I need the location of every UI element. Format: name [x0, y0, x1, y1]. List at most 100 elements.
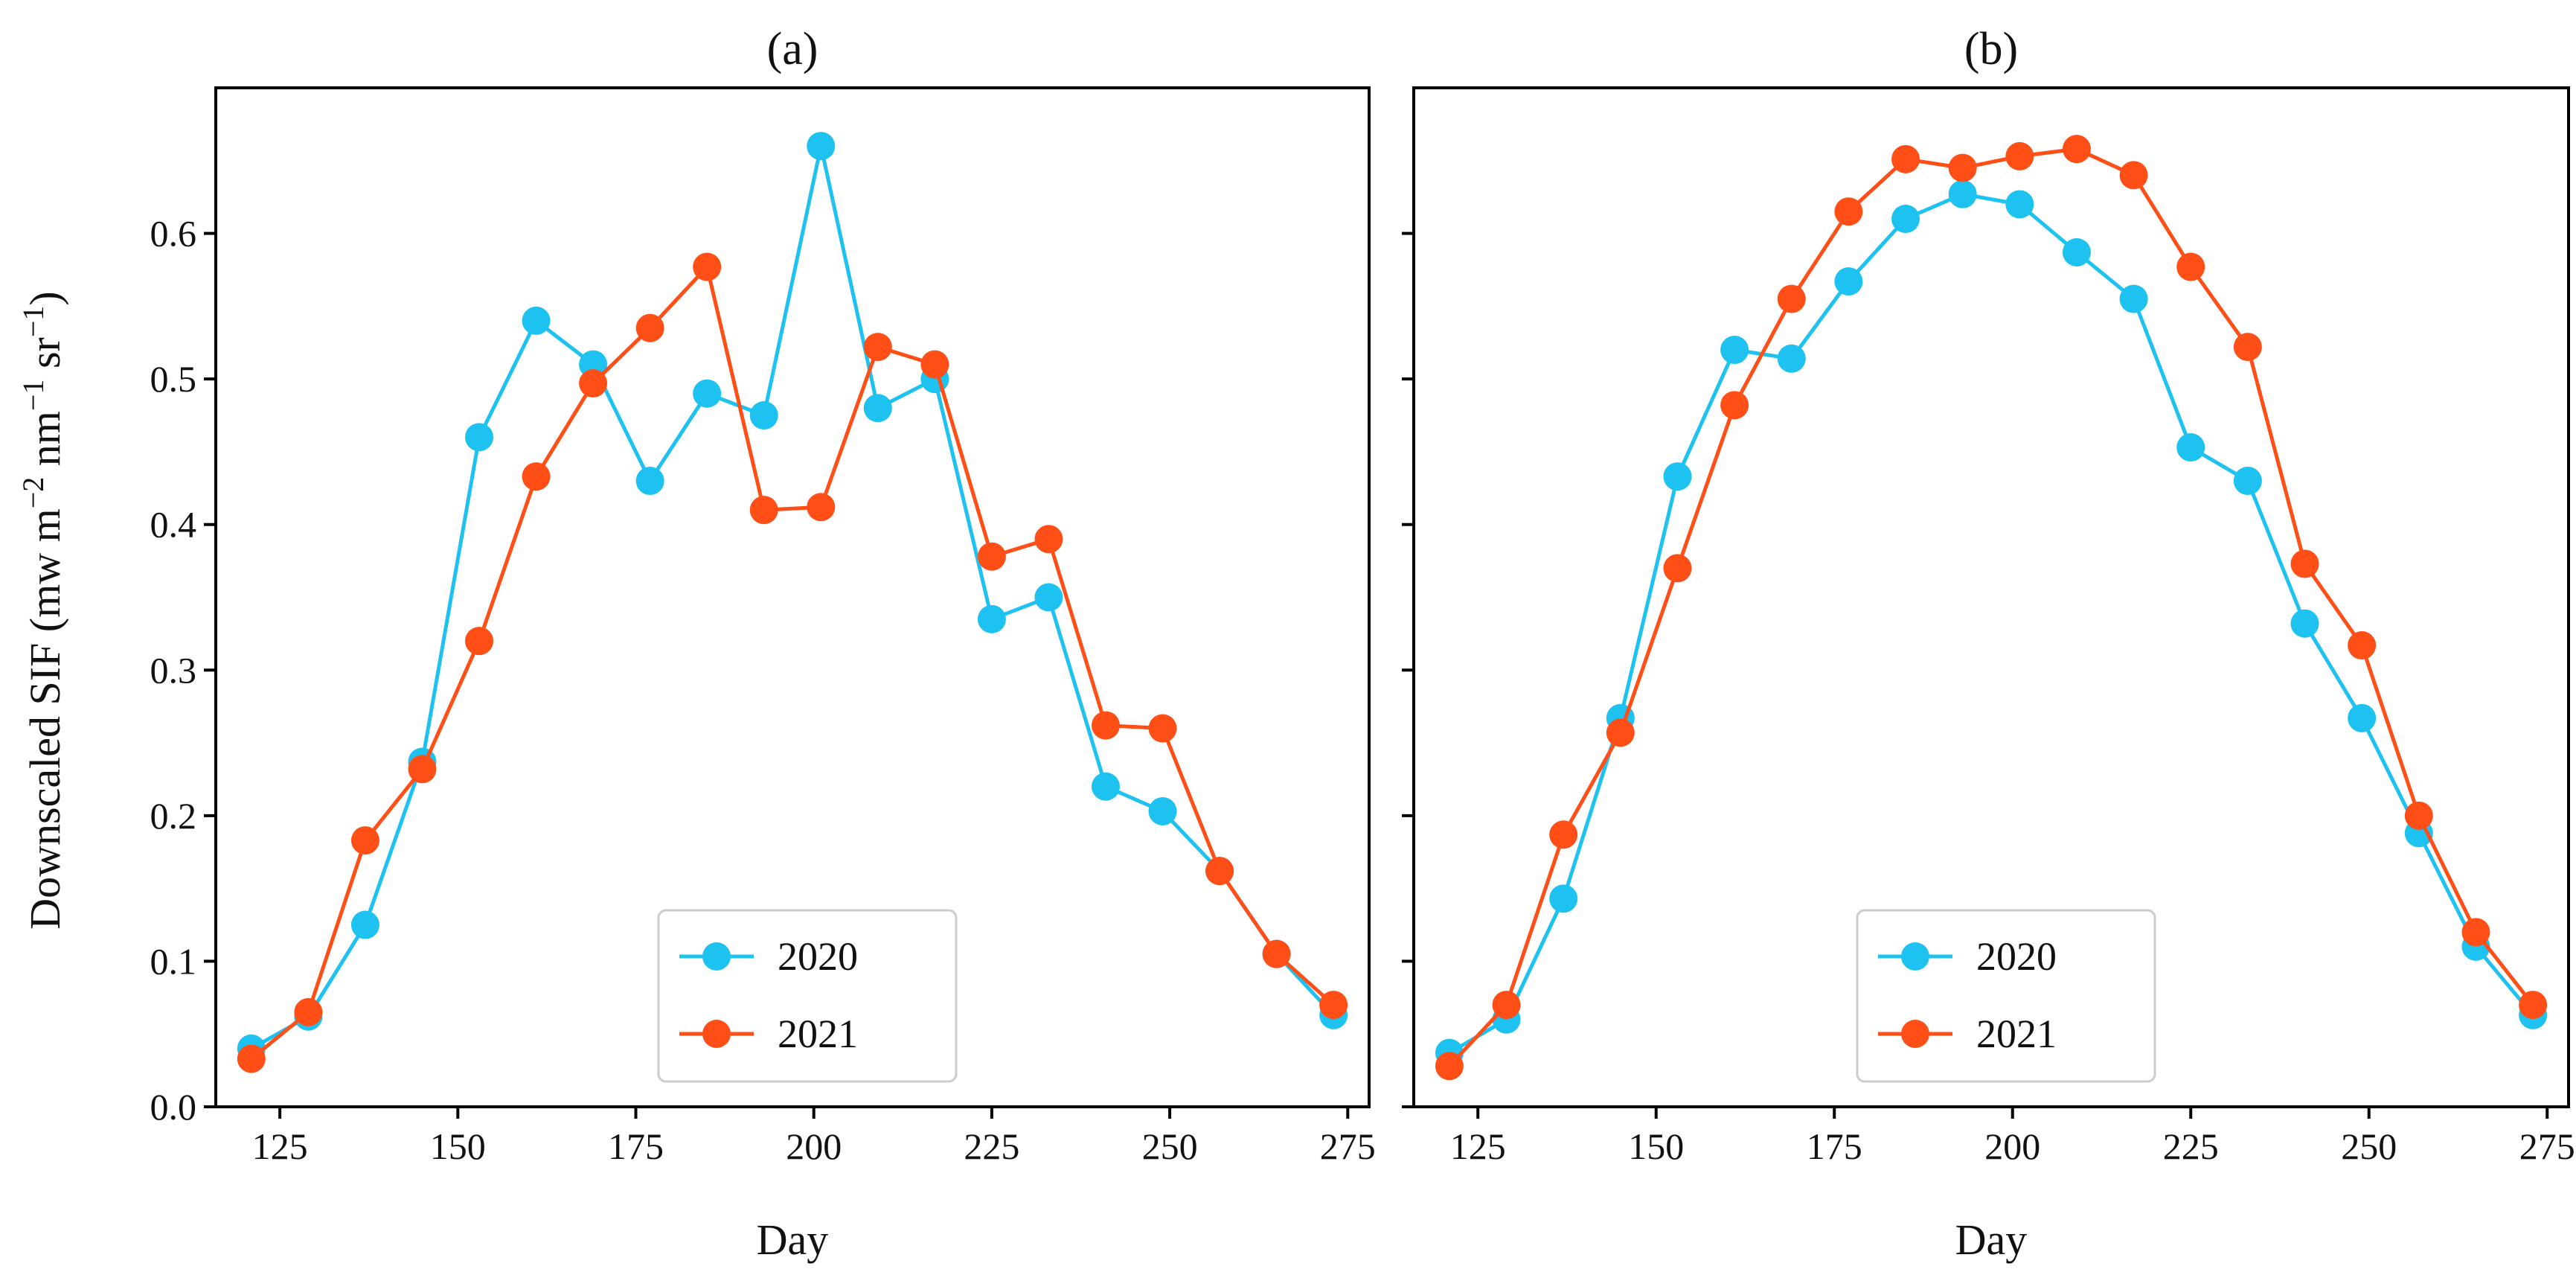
data-point-2020: [1663, 462, 1692, 491]
data-point-2021: [1720, 391, 1749, 420]
data-point-2021: [920, 350, 949, 379]
data-point-2021: [693, 252, 722, 281]
x-axis-label: Day: [1955, 1215, 2028, 1264]
legend-label-2021: 2021: [1976, 1012, 2057, 1056]
data-point-2021: [2119, 161, 2148, 190]
data-point-2020: [693, 379, 722, 408]
data-point-2021: [1549, 820, 1578, 849]
data-point-2021: [1606, 718, 1635, 747]
y-tick-label: 0.5: [150, 358, 197, 400]
y-tick-label: 0.4: [150, 504, 197, 546]
legend: [1856, 909, 2156, 1083]
data-point-2021: [2290, 549, 2319, 578]
y-tick-label: 0.1: [150, 940, 197, 982]
data-point-2020: [2290, 609, 2319, 638]
data-point-2021: [522, 462, 551, 491]
x-tick-label: 250: [2341, 1125, 2397, 1167]
data-point-2021: [350, 826, 379, 855]
x-axis-label: Day: [757, 1215, 829, 1264]
plot-frame: [1412, 86, 2570, 1108]
y-tick-label: 0.2: [150, 795, 197, 837]
data-point-2020: [1720, 336, 1749, 365]
panel-title: (b): [1964, 24, 2018, 74]
data-point-2021: [807, 493, 836, 522]
legend-label-2020: 2020: [1976, 934, 2057, 979]
data-point-2021: [1777, 284, 1806, 313]
data-point-2020: [749, 401, 778, 430]
data-point-2020: [522, 306, 551, 335]
y-tick-label: 0.3: [150, 649, 197, 691]
panel-title: (a): [767, 24, 818, 74]
plot-frame: [214, 86, 1371, 1108]
x-tick-label: 275: [1320, 1125, 1376, 1167]
data-point-2020: [2062, 237, 2091, 266]
data-point-2020: [2119, 284, 2148, 313]
chart-panel-b: (b) 125 150 175 200 225 250 275 Day 2020 2021: [1402, 24, 2575, 1264]
data-point-2020: [977, 604, 1006, 633]
data-point-2021: [1834, 197, 1863, 226]
data-point-2021: [1319, 991, 1348, 1020]
legend-marker-2021: [702, 1020, 731, 1048]
data-point-2020: [1549, 884, 1578, 913]
chart-panel-a: (a) 125 150 175 200 225 250 275 0.0 0.1 0.2 0.3 0.4 0…: [150, 24, 1376, 1264]
series-line-2020: [1448, 192, 2535, 1055]
data-point-2020: [1777, 344, 1806, 373]
x-tick-label: 175: [608, 1125, 664, 1167]
data-point-2021: [2404, 801, 2433, 830]
data-point-2021: [237, 1044, 266, 1073]
data-point-2021: [579, 369, 608, 398]
data-point-2020: [1891, 205, 1920, 234]
x-tick-label: 175: [1807, 1125, 1862, 1167]
data-point-2020: [350, 910, 379, 939]
data-point-2020: [2348, 703, 2377, 732]
data-point-2021: [863, 333, 892, 362]
y-axis-label: Downscaled SIF (mw m−2 nm−1 sr−1): [16, 291, 69, 929]
data-point-2021: [749, 496, 778, 525]
y-tick-label: 0.6: [150, 213, 197, 255]
data-point-2021: [635, 313, 664, 342]
x-tick-label: 225: [2163, 1125, 2219, 1167]
data-point-2021: [1091, 711, 1120, 740]
data-point-2020: [2005, 190, 2034, 219]
data-point-2021: [1948, 153, 1977, 182]
x-tick-label: 150: [430, 1125, 486, 1167]
data-point-2020: [1948, 179, 1977, 208]
data-point-2021: [2062, 135, 2091, 164]
data-point-2020: [465, 423, 494, 452]
data-point-2021: [2348, 631, 2377, 660]
legend-marker-2020: [702, 942, 731, 971]
data-point-2021: [1034, 525, 1063, 554]
data-point-2021: [1148, 714, 1177, 743]
data-point-2021: [2519, 991, 2548, 1020]
data-point-2021: [1891, 144, 1920, 173]
data-point-2021: [1435, 1052, 1464, 1081]
data-point-2021: [2461, 918, 2490, 947]
data-point-2020: [1034, 583, 1063, 612]
x-tick-label: 125: [252, 1125, 308, 1167]
data-point-2021: [294, 997, 323, 1026]
data-point-2020: [1091, 772, 1120, 801]
y-tick-label: 0.0: [150, 1086, 197, 1128]
data-point-2021: [1205, 857, 1234, 886]
series-line-2021: [1448, 147, 2535, 1067]
legend: [657, 909, 958, 1083]
data-point-2021: [465, 627, 494, 656]
data-point-2021: [1262, 939, 1291, 968]
data-point-2021: [408, 755, 437, 784]
data-point-2021: [2005, 141, 2034, 170]
data-point-2020: [807, 132, 836, 161]
data-point-2020: [2233, 467, 2262, 496]
legend-label-2020: 2020: [778, 934, 858, 979]
data-point-2020: [1148, 796, 1177, 825]
data-point-2021: [2233, 333, 2262, 362]
data-point-2021: [1492, 991, 1521, 1020]
data-point-2020: [1834, 267, 1863, 296]
x-tick-label: 150: [1628, 1125, 1684, 1167]
data-point-2021: [1663, 554, 1692, 583]
x-tick-label: 225: [964, 1125, 1019, 1167]
data-point-2020: [635, 467, 664, 496]
legend-label-2021: 2021: [778, 1012, 858, 1056]
x-tick-label: 200: [786, 1125, 842, 1167]
legend-marker-2020: [1901, 942, 1929, 971]
